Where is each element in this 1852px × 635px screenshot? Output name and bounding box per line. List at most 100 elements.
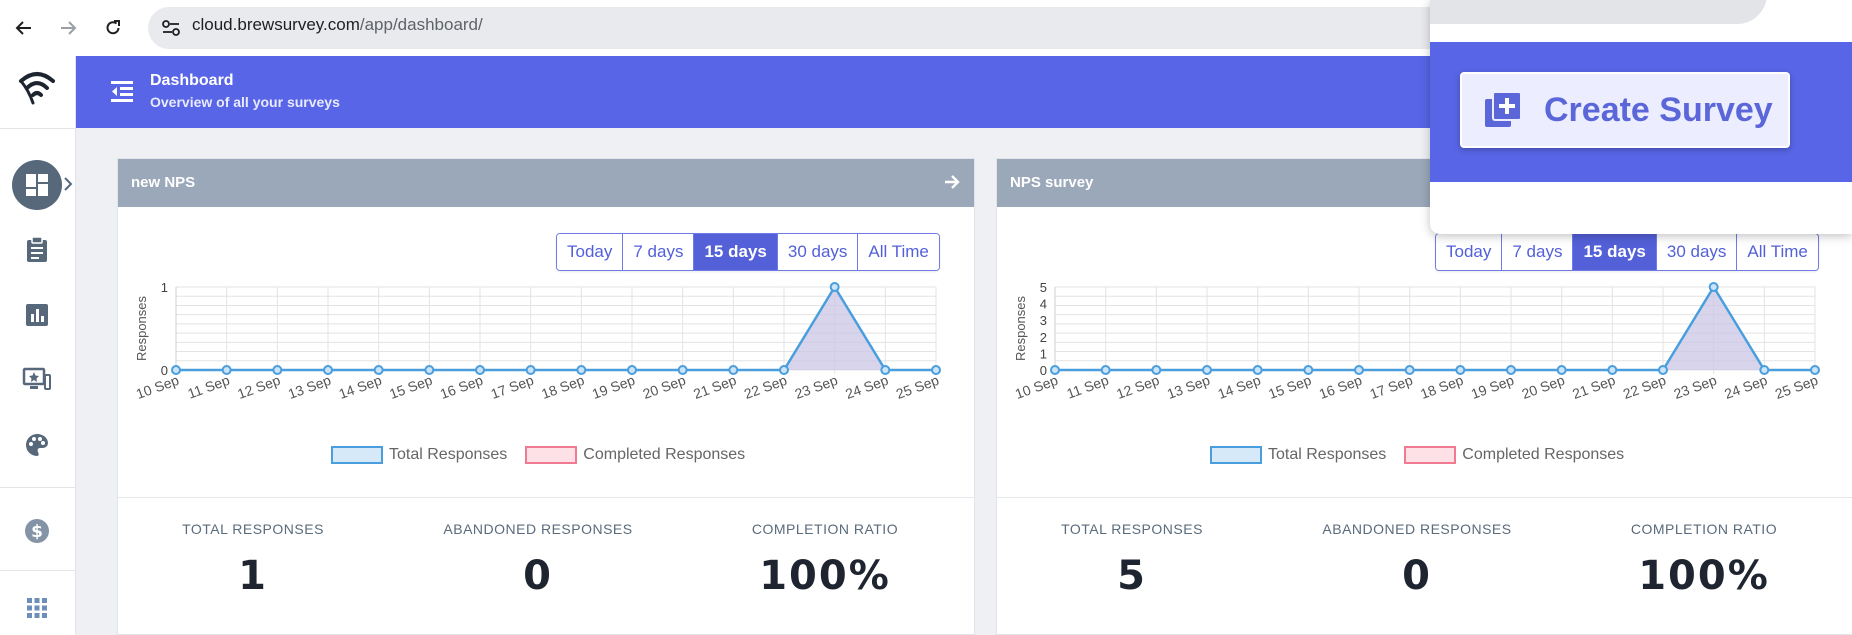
sidebar-divider [0, 487, 76, 488]
range-30-days-button[interactable]: 30 days [777, 234, 859, 270]
chart-legend: Total Responses Completed Responses [1210, 445, 1634, 465]
dollar-icon: $ [25, 519, 49, 543]
x-tick-label: 18 Sep [539, 372, 586, 402]
sidebar-item-kiosk[interactable] [12, 355, 62, 405]
y-tick-label: 4 [1040, 297, 1047, 312]
create-survey-button[interactable]: Create Survey [1460, 72, 1790, 148]
range-15-days-button[interactable]: 15 days [1573, 234, 1657, 270]
data-point [475, 365, 485, 375]
total-line [176, 284, 936, 372]
range-today-button[interactable]: Today [1436, 234, 1503, 270]
range-7-days-button[interactable]: 7 days [623, 234, 695, 270]
data-point [931, 365, 941, 375]
data-point [171, 365, 181, 375]
stat-ratio-value: 100% [1638, 553, 1770, 599]
legend-total[interactable]: Total Responses [331, 446, 507, 464]
url-host: cloud.brewsurvey.com [192, 15, 360, 34]
legend-completed[interactable]: Completed Responses [1404, 446, 1624, 464]
x-tick-label: 25 Sep [894, 372, 941, 402]
stats-divider [997, 497, 1852, 498]
x-tick-label: 10 Sep [1013, 372, 1060, 402]
back-button[interactable] [9, 13, 39, 43]
arrow-right-icon[interactable] [942, 172, 962, 196]
data-point [1151, 365, 1162, 375]
data-point [272, 365, 283, 375]
x-tick-label: 21 Sep [691, 372, 738, 402]
data-point [1556, 365, 1567, 375]
data-point [1810, 365, 1820, 375]
x-tick-label: 13 Sep [1165, 372, 1212, 402]
add-survey-icon [1485, 91, 1522, 127]
x-tick-label: 20 Sep [1520, 372, 1567, 402]
create-survey-label: Create Survey [1544, 90, 1773, 129]
legend-total-swatch [331, 446, 383, 464]
url-text[interactable]: cloud.brewsurvey.com/app/dashboard/ [192, 15, 483, 35]
survey-card-header[interactable]: new NPS [118, 159, 974, 207]
data-point [779, 365, 789, 375]
legend-total[interactable]: Total Responses [1210, 446, 1386, 464]
x-tick-label: 18 Sep [1418, 372, 1465, 402]
stat-ratio: COMPLETION RATIO 100% [1584, 521, 1824, 599]
x-tick-label: 25 Sep [1773, 372, 1820, 402]
range-today-button[interactable]: Today [557, 234, 624, 270]
bar-chart-icon [26, 304, 48, 326]
data-point [1303, 365, 1314, 375]
stats-divider [118, 497, 974, 498]
sidebar-expand-icon[interactable] [63, 176, 73, 196]
y-tick-label: 3 [1040, 313, 1047, 328]
svg-text:$: $ [31, 522, 43, 542]
x-tick-label: 12 Sep [1114, 372, 1161, 402]
data-point [424, 365, 435, 375]
y-tick-label: 0 [1040, 363, 1047, 378]
stat-total-value: 1 [238, 553, 268, 599]
sidebar-item-apps[interactable] [12, 583, 62, 633]
range-30-days-button[interactable]: 30 days [1656, 234, 1738, 270]
forward-button[interactable] [53, 13, 83, 43]
legend-completed[interactable]: Completed Responses [525, 446, 745, 464]
x-tick-label: 19 Sep [590, 372, 637, 402]
sidebar-divider [0, 570, 76, 571]
data-point [728, 365, 739, 375]
sidebar-item-surveys[interactable] [12, 225, 62, 275]
x-tick-label: 23 Sep [1672, 372, 1719, 402]
range-7-days-button[interactable]: 7 days [1502, 234, 1574, 270]
popup-profile-pill[interactable] [1430, 0, 1767, 24]
sidebar-item-billing[interactable]: $ [12, 506, 62, 556]
range-all-time-button[interactable]: All Time [858, 234, 939, 270]
stat-ratio-label: COMPLETION RATIO [1630, 521, 1778, 537]
data-point [677, 365, 688, 375]
y-tick-label: 5 [1040, 280, 1047, 295]
data-point [1354, 365, 1364, 375]
data-point [1404, 365, 1415, 375]
data-point [221, 365, 232, 375]
x-tick-label: 16 Sep [438, 372, 485, 402]
data-point [627, 365, 637, 375]
sidebar-item-dashboard[interactable] [12, 160, 62, 210]
data-point [1708, 282, 1719, 292]
completed-area [1055, 287, 1815, 370]
sidebar-item-themes[interactable] [12, 420, 62, 470]
x-tick-label: 17 Sep [489, 372, 536, 402]
range-all-time-button[interactable]: All Time [1737, 234, 1818, 270]
arrow-left-icon [15, 21, 31, 35]
reload-icon [106, 20, 120, 35]
x-tick-label: 24 Sep [843, 372, 890, 402]
stat-total: TOTAL RESPONSES 5 [1012, 521, 1252, 599]
data-point [1506, 365, 1516, 375]
menu-toggle-icon[interactable] [109, 79, 135, 107]
site-settings-icon[interactable] [160, 17, 182, 43]
reload-button[interactable] [98, 13, 128, 43]
date-range-selector: Today 7 days 15 days 30 days All Time [556, 233, 940, 271]
brand-logo[interactable] [12, 62, 62, 112]
monitor-star-icon [22, 367, 51, 390]
sidebar-item-reports[interactable] [12, 290, 62, 340]
x-tick-label: 11 Sep [185, 372, 231, 402]
y-tick-label: 0 [161, 363, 168, 378]
stat-total-label: TOTAL RESPONSES [182, 521, 324, 537]
range-15-days-button[interactable]: 15 days [694, 234, 778, 270]
responses-chart: 0 1 Responses 10 Sep 11 Sep 12 Sep 13 Sep 14 Se… [134, 280, 941, 402]
stat-ratio-label: COMPLETION RATIO [751, 521, 899, 537]
legend-total-swatch [1210, 446, 1262, 464]
data-point [880, 365, 891, 375]
